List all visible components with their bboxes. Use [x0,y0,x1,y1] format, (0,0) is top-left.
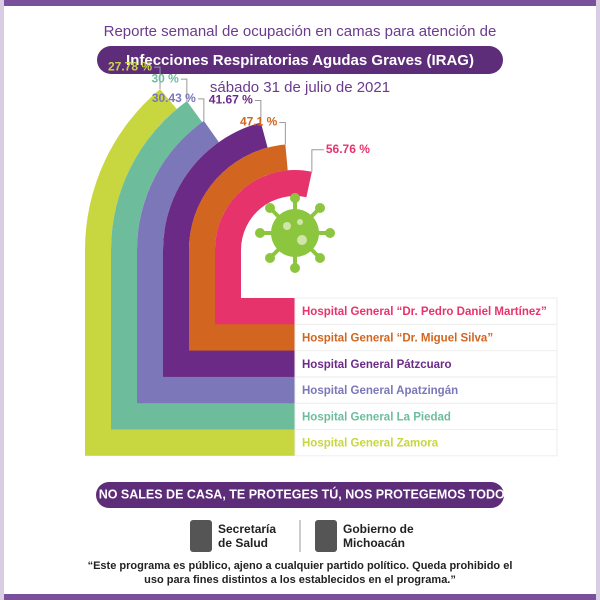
logo-text: Gobierno de [343,522,414,536]
chart-date: sábado 31 de julio de 2021 [210,79,390,96]
leader-line [197,98,205,121]
rings: Hospital General Zamora 27.78 % Hospital G… [85,59,558,457]
slogan-pill [96,482,504,508]
bottom-border [0,594,600,600]
logo-salud: Secretaría de Salud [190,520,276,552]
logo-text: Michoacán [343,536,405,550]
logo-text: Secretaría [218,522,276,536]
label-box [294,297,558,325]
subtitle-pill [97,46,503,74]
category-label: Hospital General Pátzcuaro [302,359,452,371]
logo-text: de Salud [218,536,268,550]
chart-subtitle: Infecciones Respiratorias Agudas Graves … [126,52,474,69]
disclaimer: “Este programa es público, ajeno a cualq… [88,560,513,572]
right-border [596,0,600,600]
virus-icon [255,193,335,273]
value-label: 47.1 % [240,115,278,129]
chart-title: Reporte semanal de ocupación en camas pa… [104,23,497,40]
value-label: 30 % [151,71,179,85]
leader-line [311,149,324,172]
ring-arc [163,122,268,250]
top-border [0,0,600,6]
value-label: 56.76 % [326,142,370,156]
logo-gobierno: Gobierno de Michoacán [315,520,414,552]
slogan: SI NO SALES DE CASA, TE PROTEGES TÚ, NOS… [83,486,516,501]
leader-line [180,78,188,102]
category-label: Hospital General “Dr. Pedro Daniel Martí… [302,306,547,318]
leader-line [279,121,286,145]
left-border [0,0,4,600]
ring-arc [137,120,219,250]
category-label: Hospital General “Dr. Miguel Silva” [302,332,493,344]
ring-arc [215,170,312,250]
label-box [294,350,558,378]
value-label: 27.78 % [108,59,152,73]
value-label: 30.43 % [152,91,196,105]
category-label: Hospital General Apatzingán [302,385,458,397]
value-label: 41.67 % [209,93,253,107]
category-label: Hospital General Zamora [302,438,439,450]
ring-arc [85,89,177,250]
leader-line [154,66,161,90]
category-label: Hospital General La Piedad [302,411,451,423]
leader-line [254,99,262,123]
ring-arc [189,144,288,250]
label-box [294,323,558,352]
disclaimer: uso para fines distintos a los estableci… [144,574,456,586]
ring-arc [111,101,203,251]
